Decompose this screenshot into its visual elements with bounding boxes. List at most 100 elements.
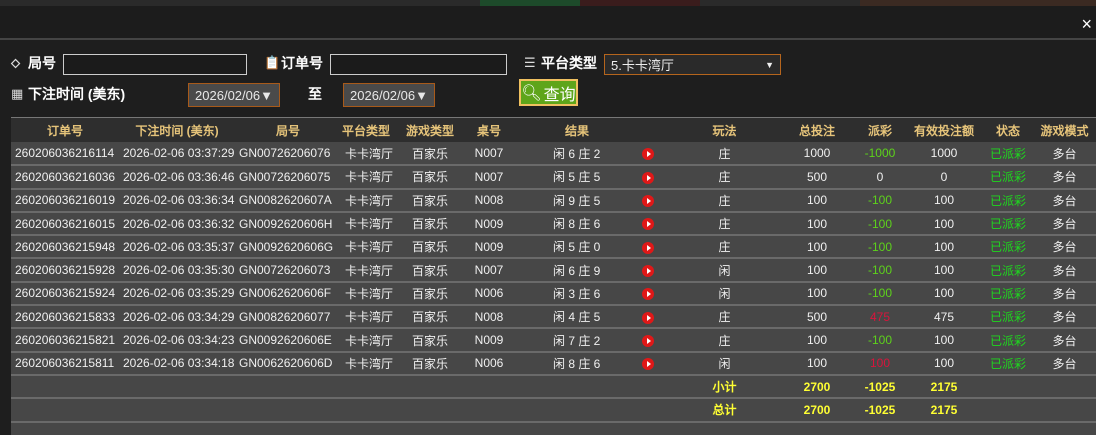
- play-video-icon[interactable]: [642, 171, 654, 184]
- platform-select[interactable]: 5.卡卡湾厅 ▼: [604, 54, 781, 75]
- cell-time: 2026-02-06 03:36:34: [119, 188, 235, 213]
- play-video-icon[interactable]: [642, 147, 654, 160]
- replay-button[interactable]: [604, 351, 692, 376]
- play-video-icon[interactable]: [642, 218, 654, 231]
- cell-game: 百家乐: [391, 211, 469, 237]
- cell-order: 260206036216019: [11, 188, 119, 213]
- cell-payout: -100: [855, 328, 905, 353]
- replay-button[interactable]: [604, 188, 692, 213]
- replay-button[interactable]: [604, 305, 692, 330]
- order-label-text: 订单号: [281, 55, 323, 71]
- query-button[interactable]: 🔍︎ 查询: [519, 79, 578, 106]
- play-video-icon[interactable]: [642, 264, 654, 277]
- cell-platform: 卡卡湾厅: [341, 211, 393, 237]
- subtotal-row: 小计 2700 -1025 2175: [11, 374, 1096, 400]
- replay-button[interactable]: [604, 165, 692, 190]
- replay-button[interactable]: [604, 281, 692, 307]
- replay-button[interactable]: [604, 142, 692, 167]
- cell-platform: 卡卡湾厅: [341, 142, 393, 167]
- table-row: 260206036215821 2026-02-06 03:34:23 GN0092…: [11, 328, 1096, 353]
- cell-platform: 卡卡湾厅: [341, 351, 393, 376]
- cell-mode: 多台: [1033, 165, 1096, 190]
- cell-time: 2026-02-06 03:36:32: [119, 211, 235, 237]
- play-video-icon[interactable]: [642, 288, 654, 301]
- cell-platform: 卡卡湾厅: [341, 328, 393, 353]
- play-video-icon[interactable]: [642, 311, 654, 324]
- status-badge: 已派彩: [983, 142, 1033, 167]
- subtotal-payout: -1025: [855, 374, 905, 400]
- calendar-icon: ▦: [11, 86, 24, 101]
- header-payout: 派彩: [855, 118, 905, 142]
- table-row: 260206036215811 2026-02-06 03:34:18 GN0062…: [11, 351, 1096, 376]
- dropdown-arrow-icon: ▼: [765, 59, 774, 70]
- cell-valid-bet: 100: [905, 235, 983, 260]
- play-video-icon[interactable]: [642, 195, 654, 208]
- cell-result: 闲 3 庄 6: [509, 281, 604, 307]
- replay-button[interactable]: [604, 235, 692, 260]
- status-badge: 已派彩: [983, 188, 1033, 213]
- total-payout: -1025: [855, 398, 905, 423]
- header-result: 结果: [509, 118, 604, 142]
- play-video-icon[interactable]: [642, 241, 654, 254]
- cell-table: N007: [469, 142, 509, 167]
- header-round: 局号: [235, 118, 341, 142]
- play-video-icon[interactable]: [642, 358, 654, 371]
- cell-payout: -100: [855, 281, 905, 307]
- cell-time: 2026-02-06 03:34:18: [119, 351, 235, 376]
- header-game: 游戏类型: [391, 118, 469, 142]
- replay-button[interactable]: [604, 258, 692, 283]
- header-play: 玩法: [692, 118, 779, 142]
- replay-button[interactable]: [604, 211, 692, 237]
- round-label-text: 局号: [28, 55, 56, 71]
- close-icon[interactable]: ×: [1081, 14, 1092, 34]
- query-label: 查询: [543, 86, 576, 104]
- cell-platform: 卡卡湾厅: [341, 258, 393, 283]
- cell-table: N006: [469, 281, 509, 307]
- header-order: 订单号: [11, 118, 119, 142]
- cell-game: 百家乐: [391, 305, 469, 330]
- cell-mode: 多台: [1033, 328, 1096, 353]
- header-time: 下注时间 (美东): [119, 118, 235, 142]
- cell-round: GN0092620606H: [235, 211, 341, 237]
- cell-bet: 100: [779, 188, 855, 213]
- cell-mode: 多台: [1033, 351, 1096, 376]
- platform-label: ☰ 平台类型: [524, 53, 597, 73]
- cell-round: GN0092620606G: [235, 235, 341, 260]
- total-bet: 2700: [779, 398, 855, 423]
- cell-round: GN0062620606F: [235, 281, 341, 307]
- play-video-icon[interactable]: [642, 334, 654, 347]
- status-badge: 已派彩: [983, 328, 1033, 353]
- date-to-picker[interactable]: 2026/02/06▼: [343, 83, 435, 107]
- modal-header: ×: [0, 6, 1096, 40]
- cell-game: 百家乐: [391, 281, 469, 307]
- time-label-text: 下注时间 (美东): [28, 86, 126, 102]
- cell-valid-bet: 100: [905, 281, 983, 307]
- cell-mode: 多台: [1033, 235, 1096, 260]
- cell-result: 闲 8 庄 6: [509, 211, 604, 237]
- order-input[interactable]: [330, 54, 507, 75]
- tag-icon: ⬦: [11, 55, 21, 70]
- cell-table: N008: [469, 188, 509, 213]
- cell-payout: -100: [855, 188, 905, 213]
- table-row: 260206036215948 2026-02-06 03:35:37 GN0092…: [11, 235, 1096, 260]
- cell-time: 2026-02-06 03:35:29: [119, 281, 235, 307]
- cell-game: 百家乐: [391, 258, 469, 283]
- cell-valid-bet: 100: [905, 351, 983, 376]
- background-strip: [0, 0, 1096, 6]
- round-label: ⬦ 局号: [11, 53, 56, 73]
- time-label: ▦ 下注时间 (美东): [11, 84, 125, 104]
- date-from-picker[interactable]: 2026/02/06▼: [188, 83, 280, 107]
- cell-round: GN00726206073: [235, 258, 341, 283]
- platform-selected: 5.卡卡湾厅: [611, 58, 674, 73]
- cell-table: N007: [469, 258, 509, 283]
- cell-round: GN0092620606E: [235, 328, 341, 353]
- round-input[interactable]: [63, 54, 247, 75]
- replay-button[interactable]: [604, 328, 692, 353]
- to-label: 至: [308, 86, 322, 102]
- table-row: 260206036216015 2026-02-06 03:36:32 GN0092…: [11, 211, 1096, 237]
- cell-table: N009: [469, 211, 509, 237]
- table-row: 260206036216019 2026-02-06 03:36:34 GN0082…: [11, 188, 1096, 213]
- cell-time: 2026-02-06 03:35:37: [119, 235, 235, 260]
- cell-table: N008: [469, 305, 509, 330]
- cell-valid-bet: 100: [905, 188, 983, 213]
